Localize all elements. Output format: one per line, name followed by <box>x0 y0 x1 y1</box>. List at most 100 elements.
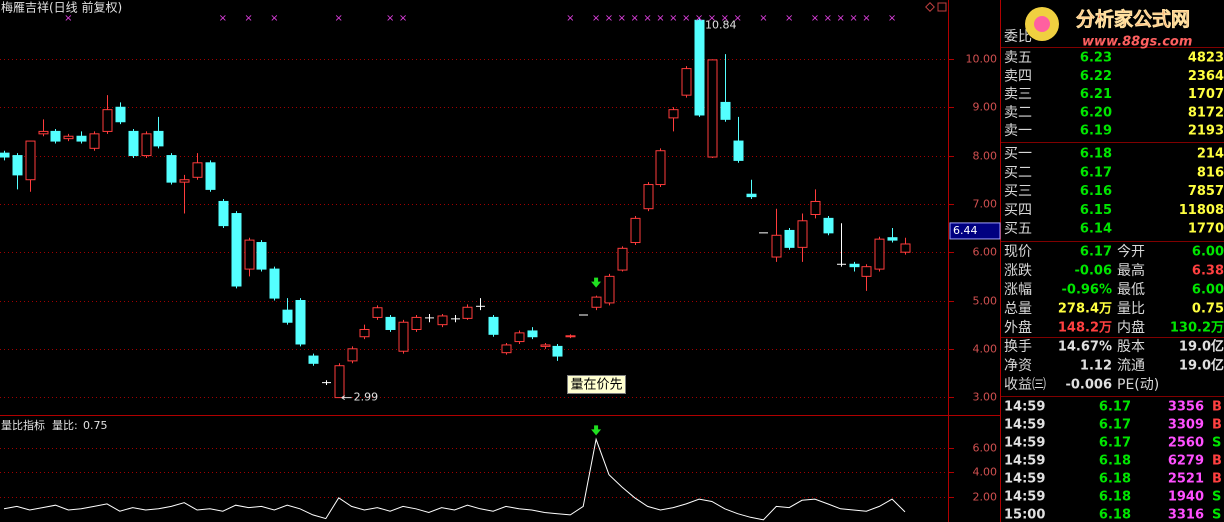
stat-value: 6.00 <box>1192 245 1224 260</box>
indicator-line <box>3 437 906 521</box>
trade-price: 6.18 <box>1099 508 1131 522</box>
candle-body <box>89 133 100 149</box>
y-tick-label: 4.00 <box>973 343 998 356</box>
window-icon[interactable] <box>925 2 935 12</box>
signal-marker: × <box>888 13 896 24</box>
candle-body <box>347 348 358 362</box>
trade-time: 14:59 <box>1004 418 1045 433</box>
stat-label: 最高 <box>1117 262 1145 279</box>
candle-body <box>604 275 615 304</box>
signal-arrow <box>591 277 602 288</box>
trade-price: 6.18 <box>1099 490 1131 505</box>
order-label: 卖四 <box>1004 68 1032 84</box>
stat-label: 最低 <box>1117 282 1145 298</box>
cursor-price: 6.44 <box>953 224 978 237</box>
order-label: 买四 <box>1004 202 1032 218</box>
low-arrow <box>341 395 352 401</box>
candle-body <box>643 184 654 210</box>
stat-value: -0.96% <box>1062 283 1113 298</box>
y-tick-label: 5.00 <box>973 295 998 308</box>
trade-side: S <box>1212 436 1221 451</box>
stat-label: 今开 <box>1117 244 1145 260</box>
stat-label: 股本 <box>1117 339 1145 355</box>
candle-body <box>668 109 679 119</box>
trade-side: B <box>1212 400 1222 415</box>
chart-title: 梅雁吉祥(日线 前复权) <box>1 0 122 15</box>
signal-marker: × <box>334 13 342 24</box>
stat-value: 0.75 <box>1192 302 1224 317</box>
y-tick-label: 10.00 <box>966 53 998 66</box>
signal-marker: × <box>656 13 664 24</box>
order-volume: 4823 <box>1188 51 1224 66</box>
candle-body <box>552 345 563 357</box>
signal-marker: × <box>592 13 600 24</box>
candle-body <box>488 316 499 335</box>
candle-body <box>372 307 383 318</box>
candle-body <box>50 130 61 142</box>
trade-price: 6.17 <box>1099 418 1131 433</box>
stat-value: 1.12 <box>1080 359 1112 374</box>
candle-body <box>385 316 396 330</box>
order-ratio-label: 委比 <box>1004 29 1032 45</box>
y-tick-label: 4.00 <box>973 466 998 479</box>
candle-body <box>192 162 203 178</box>
candle-body <box>244 239 255 270</box>
signal-marker: × <box>759 13 767 24</box>
candle-body <box>0 152 10 158</box>
stat-label: PE(动) <box>1117 377 1159 393</box>
indicator-readout-label: 量比: <box>52 419 78 432</box>
candle-body <box>823 217 834 234</box>
stat-value: 14.67% <box>1058 340 1112 355</box>
order-label: 买五 <box>1004 221 1032 237</box>
candle-body <box>166 155 177 183</box>
candle-body <box>256 242 267 270</box>
candle-body <box>153 130 164 147</box>
candle-body <box>874 238 885 270</box>
stat-label: 内盘 <box>1117 319 1145 336</box>
signal-marker: × <box>682 13 690 24</box>
trade-side: S <box>1212 508 1221 522</box>
candle-body <box>565 335 576 338</box>
trade-side: B <box>1212 418 1222 433</box>
order-price: 6.14 <box>1080 222 1112 237</box>
trade-time: 14:59 <box>1004 436 1045 451</box>
signal-marker: × <box>399 13 407 24</box>
candle-body <box>771 234 782 258</box>
logo-icon <box>1034 16 1050 32</box>
order-label: 买一 <box>1004 146 1032 162</box>
stat-value: 6.38 <box>1192 264 1224 279</box>
stat-value: 148.2万 <box>1058 321 1112 336</box>
stat-value: -0.006 <box>1065 378 1112 393</box>
order-price: 6.23 <box>1080 51 1112 66</box>
trade-time: 14:59 <box>1004 400 1045 415</box>
window-icon[interactable] <box>937 2 947 12</box>
stat-value: 6.00 <box>1192 283 1224 298</box>
candle-body <box>681 68 692 96</box>
order-price: 6.22 <box>1080 69 1112 84</box>
signal-marker: × <box>695 13 703 24</box>
stat-label: 量比 <box>1117 301 1145 317</box>
candle-body <box>655 150 666 186</box>
trade-volume: 1940 <box>1168 490 1204 505</box>
candle-body <box>462 306 473 319</box>
order-label: 卖三 <box>1004 87 1032 103</box>
stat-value: -0.06 <box>1075 264 1112 279</box>
trade-time: 14:59 <box>1004 454 1045 469</box>
signal-marker: × <box>849 13 857 24</box>
candle-body <box>617 247 628 271</box>
signal-marker: × <box>219 13 227 24</box>
order-volume: 8172 <box>1188 105 1224 120</box>
candle-body <box>707 59 718 158</box>
order-label: 卖一 <box>1004 123 1032 139</box>
candle-body <box>887 237 898 241</box>
stat-label: 涨跌 <box>1004 263 1032 279</box>
stat-value: 6.17 <box>1080 245 1112 260</box>
signal-marker: × <box>721 13 729 24</box>
trade-side: B <box>1212 454 1222 469</box>
candle-body <box>784 229 795 248</box>
candle-body <box>205 162 216 190</box>
trade-time: 14:59 <box>1004 490 1045 505</box>
candle-body <box>398 321 409 352</box>
high-label: 10.84 <box>705 18 737 31</box>
candle-body <box>501 344 512 354</box>
